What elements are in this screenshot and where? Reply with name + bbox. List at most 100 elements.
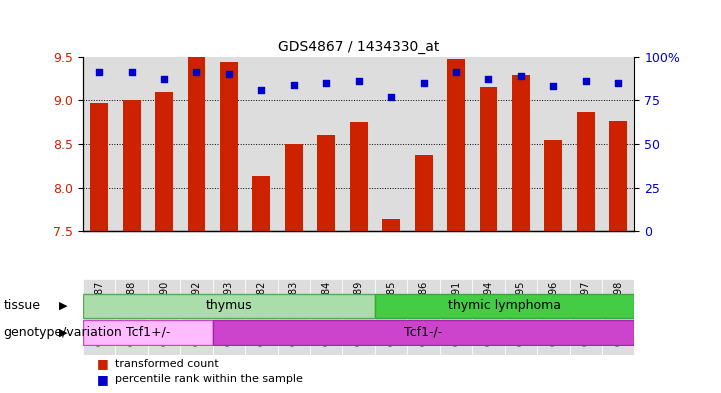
Text: GSM1327393: GSM1327393 <box>224 281 234 346</box>
Bar <box>90 103 108 231</box>
FancyBboxPatch shape <box>83 294 375 318</box>
Bar <box>537 57 570 231</box>
Point <box>190 69 202 75</box>
Bar <box>310 57 342 231</box>
FancyBboxPatch shape <box>570 279 602 355</box>
Point <box>418 80 430 86</box>
Text: GSM1327385: GSM1327385 <box>386 281 396 346</box>
Bar <box>342 57 375 231</box>
Point <box>224 71 235 77</box>
FancyBboxPatch shape <box>148 279 180 355</box>
Text: ■: ■ <box>97 357 109 370</box>
Bar <box>155 92 173 231</box>
FancyBboxPatch shape <box>83 279 115 355</box>
Bar <box>213 57 245 231</box>
Bar <box>148 57 180 231</box>
Point <box>159 76 170 83</box>
Text: Tcf1-/-: Tcf1-/- <box>404 326 443 339</box>
Text: GSM1327396: GSM1327396 <box>549 281 558 346</box>
Point <box>126 69 138 75</box>
Bar <box>512 75 530 231</box>
Point <box>386 94 397 100</box>
Text: GSM1327395: GSM1327395 <box>516 281 526 346</box>
FancyBboxPatch shape <box>115 279 148 355</box>
FancyBboxPatch shape <box>505 279 537 355</box>
Bar <box>544 140 562 231</box>
Point <box>548 83 559 90</box>
Text: GSM1327388: GSM1327388 <box>127 281 136 346</box>
Bar <box>285 144 303 231</box>
FancyBboxPatch shape <box>375 294 634 318</box>
FancyBboxPatch shape <box>83 320 213 345</box>
Bar <box>609 121 627 231</box>
FancyBboxPatch shape <box>440 279 472 355</box>
Bar <box>350 122 368 231</box>
Bar <box>220 62 238 231</box>
Text: GSM1327398: GSM1327398 <box>614 281 623 346</box>
Text: GSM1327397: GSM1327397 <box>581 281 590 346</box>
Bar <box>375 57 407 231</box>
Bar <box>472 57 505 231</box>
FancyBboxPatch shape <box>213 320 634 345</box>
FancyBboxPatch shape <box>407 279 440 355</box>
FancyBboxPatch shape <box>278 279 310 355</box>
Point <box>94 69 105 75</box>
Bar <box>447 59 465 231</box>
FancyBboxPatch shape <box>245 279 278 355</box>
Bar <box>505 57 537 231</box>
FancyBboxPatch shape <box>342 279 375 355</box>
Text: GSM1327383: GSM1327383 <box>289 281 298 346</box>
Point <box>483 76 495 83</box>
Bar <box>278 57 310 231</box>
Point <box>353 78 365 84</box>
Bar <box>407 57 440 231</box>
Text: GSM1327384: GSM1327384 <box>322 281 331 346</box>
Text: GSM1327389: GSM1327389 <box>354 281 363 346</box>
Text: thymic lymphoma: thymic lymphoma <box>448 299 561 312</box>
Bar <box>602 57 634 231</box>
FancyBboxPatch shape <box>213 279 245 355</box>
Bar <box>415 154 433 231</box>
FancyBboxPatch shape <box>602 279 634 355</box>
Text: GSM1327390: GSM1327390 <box>159 281 169 346</box>
Bar <box>479 87 497 231</box>
Text: GSM1327391: GSM1327391 <box>451 281 461 346</box>
Text: GSM1327394: GSM1327394 <box>484 281 493 346</box>
Bar <box>123 100 141 231</box>
Bar <box>83 57 115 231</box>
FancyBboxPatch shape <box>310 279 342 355</box>
Bar <box>317 135 335 231</box>
Point <box>451 69 462 75</box>
Point <box>580 78 592 84</box>
Text: GSM1327392: GSM1327392 <box>192 281 201 346</box>
Text: GSM1327382: GSM1327382 <box>257 281 266 346</box>
Text: GSM1327387: GSM1327387 <box>94 281 104 346</box>
Text: GSM1327386: GSM1327386 <box>419 281 428 346</box>
Bar <box>245 57 278 231</box>
Text: ■: ■ <box>97 373 109 386</box>
Bar <box>577 112 595 231</box>
Text: Tcf1+/-: Tcf1+/- <box>125 326 170 339</box>
Text: percentile rank within the sample: percentile rank within the sample <box>115 374 304 384</box>
Text: transformed count: transformed count <box>115 358 219 369</box>
Text: genotype/variation: genotype/variation <box>4 326 123 339</box>
Text: tissue: tissue <box>4 299 40 312</box>
Point <box>256 87 267 93</box>
Bar <box>180 57 213 231</box>
Bar <box>570 57 602 231</box>
Bar <box>115 57 148 231</box>
Bar <box>252 176 270 231</box>
FancyBboxPatch shape <box>537 279 570 355</box>
Point <box>321 80 332 86</box>
Point <box>613 80 624 86</box>
Bar <box>187 57 205 231</box>
Text: ▶: ▶ <box>59 301 68 311</box>
Point <box>516 73 527 79</box>
Bar <box>440 57 472 231</box>
Text: ▶: ▶ <box>59 327 68 338</box>
Title: GDS4867 / 1434330_at: GDS4867 / 1434330_at <box>278 40 439 54</box>
FancyBboxPatch shape <box>180 279 213 355</box>
FancyBboxPatch shape <box>472 279 505 355</box>
FancyBboxPatch shape <box>375 279 407 355</box>
Bar <box>382 219 400 231</box>
